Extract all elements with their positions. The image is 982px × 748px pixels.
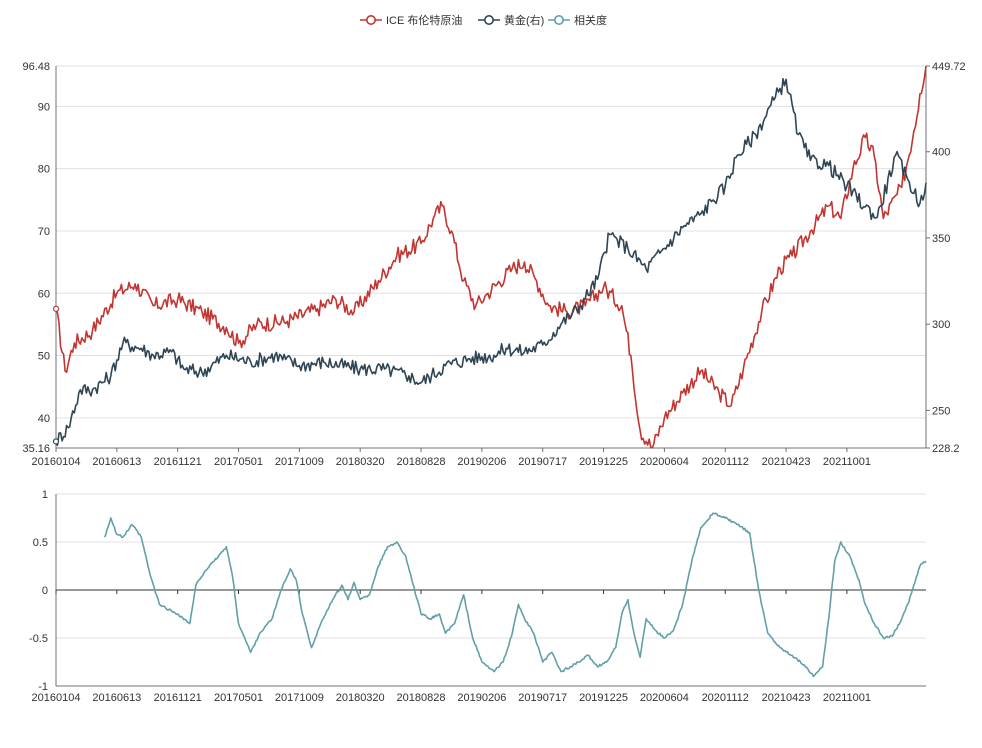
price-chart: 35.16 40 50 60 70 80 90 96.48 228.2 250 300 350 400 4…: [22, 61, 965, 468]
x-tick-label: 20210423: [762, 692, 811, 704]
y-left-tick-label: 40: [38, 413, 50, 425]
legend-label: ICE 布伦特原油: [386, 13, 462, 27]
legend-label: 黄金(右): [504, 13, 544, 27]
x-tick-label: 20161121: [154, 692, 202, 704]
y-left-tick-label: 35.16: [22, 443, 50, 455]
x-tick-label: 20211001: [823, 692, 871, 704]
x-tick-label: 20180320: [336, 456, 385, 468]
y-tick-label: -0.5: [29, 633, 48, 645]
legend: ICE 布伦特原油 黄金(右) 相关度: [360, 13, 607, 27]
x-tick-label: 20161121: [154, 456, 202, 468]
x-tick-label: 20180320: [336, 692, 385, 704]
x-tick-label: 20201112: [702, 456, 749, 468]
y-right-tick-label: 350: [932, 233, 950, 245]
y-left-tick-label: 50: [38, 351, 50, 363]
y-tick-label: -1: [38, 681, 48, 693]
y-right-tick-label: 449.72: [932, 61, 966, 73]
x-tick-label: 20180828: [397, 692, 446, 704]
x-tick-label: 20160104: [32, 456, 81, 468]
y-left-tick-label: 96.48: [22, 61, 50, 73]
y-right-tick-label: 400: [932, 147, 950, 159]
series-line-brent: [55, 65, 927, 449]
y-tick-label: 1: [42, 489, 48, 501]
y-left-tick-label: 90: [38, 101, 50, 113]
y-left-tick-label: 60: [38, 288, 50, 300]
x-tick-label: 20170501: [214, 456, 263, 468]
x-tick-label: 20211001: [823, 456, 871, 468]
y-tick-label: 0: [42, 585, 48, 597]
y-right-tick-label: 228.2: [932, 443, 960, 455]
x-tick-label: 20180828: [397, 456, 446, 468]
x-tick-label: 20201112: [702, 692, 749, 704]
legend-item-1[interactable]: ICE 布伦特原油: [360, 13, 462, 27]
x-tick-label: 20160613: [92, 456, 141, 468]
legend-item-2[interactable]: 黄金(右): [478, 13, 544, 27]
series-start-point: [52, 305, 60, 312]
series-start-point: [52, 438, 60, 445]
x-tick-label: 20191225: [579, 692, 628, 704]
x-tick-label: 20190717: [518, 456, 567, 468]
y-right-tick-label: 300: [932, 319, 950, 331]
x-tick-label: 20160613: [92, 692, 141, 704]
x-tick-label: 20200604: [640, 456, 689, 468]
legend-item-3[interactable]: 相关度: [548, 13, 607, 27]
x-tick-label: 20171009: [275, 692, 324, 704]
x-tick-label: 20191225: [579, 456, 628, 468]
y-tick-label: 0.5: [33, 537, 48, 549]
series-line-correlation: [103, 512, 927, 678]
x-tick-label: 20160104: [32, 692, 81, 704]
x-tick-label: 20171009: [275, 456, 324, 468]
x-tick-label: 20210423: [762, 456, 811, 468]
series-line-gold: [55, 78, 927, 446]
y-left-tick-label: 80: [38, 164, 50, 176]
y-left-tick-label: 70: [38, 226, 50, 238]
x-tick-label: 20190717: [518, 692, 567, 704]
legend-marker-icon: [365, 15, 376, 25]
legend-marker-icon: [553, 15, 564, 25]
correlation-chart: -1 -0.5 0 0.5 1 20160104 20160613 20161121 20170…: [29, 489, 927, 704]
legend-marker-icon: [483, 15, 494, 25]
x-tick-label: 20190206: [457, 692, 506, 704]
legend-label: 相关度: [574, 13, 607, 27]
x-tick-label: 20200604: [640, 692, 689, 704]
x-tick-label: 20170501: [214, 692, 263, 704]
y-right-tick-label: 250: [932, 405, 950, 417]
x-tick-label: 20190206: [457, 456, 506, 468]
